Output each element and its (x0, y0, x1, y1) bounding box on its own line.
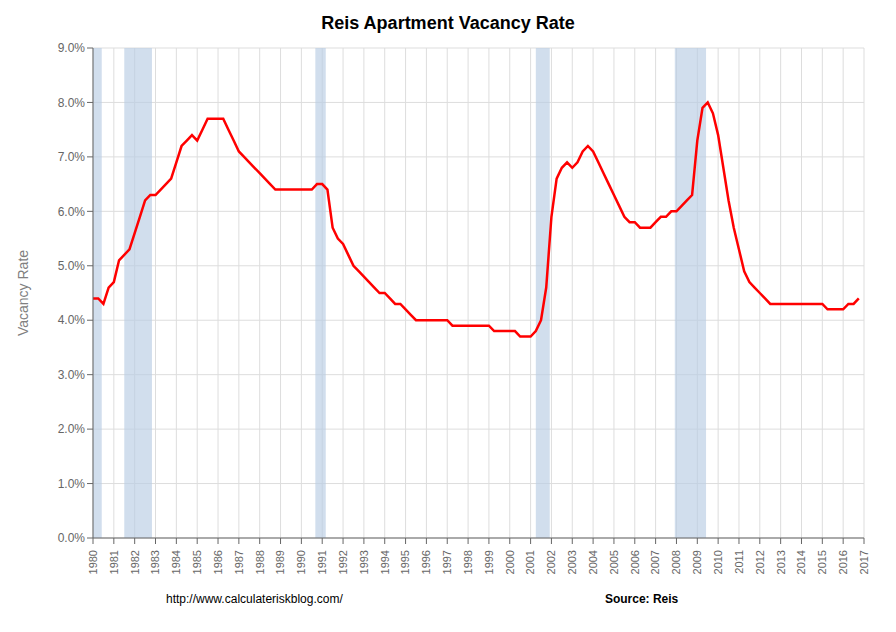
svg-text:2.0%: 2.0% (58, 422, 86, 436)
html-text:Source: Reis: Source: Reis (604, 592, 679, 606)
svg-text:1983: 1983 (149, 550, 161, 574)
svg-text:1996: 1996 (420, 550, 432, 574)
svg-text:2003: 2003 (566, 550, 578, 574)
svg-text:1984: 1984 (170, 550, 182, 574)
svg-text:1982: 1982 (129, 550, 141, 574)
svg-text:1988: 1988 (254, 550, 266, 574)
svg-text:2012: 2012 (754, 550, 766, 574)
svg-text:4.0%: 4.0% (58, 313, 86, 327)
svg-text:8.0%: 8.0% (58, 96, 86, 110)
svg-text:7.0%: 7.0% (58, 150, 86, 164)
svg-text:1990: 1990 (295, 550, 307, 574)
svg-text:5.0%: 5.0% (58, 259, 86, 273)
svg-text:2009: 2009 (691, 550, 703, 574)
svg-text:1.0%: 1.0% (58, 477, 86, 491)
svg-text:1994: 1994 (379, 550, 391, 574)
svg-text:2006: 2006 (629, 550, 641, 574)
svg-text:Vacancy Rate: Vacancy Rate (15, 250, 31, 336)
svg-text:1997: 1997 (441, 550, 453, 574)
svg-text:2013: 2013 (774, 550, 786, 574)
svg-text:1993: 1993 (358, 550, 370, 574)
svg-text:2004: 2004 (587, 550, 599, 574)
svg-text:2011: 2011 (733, 550, 745, 574)
svg-text:2000: 2000 (504, 550, 516, 574)
svg-text:2016: 2016 (837, 550, 849, 574)
svg-text:2010: 2010 (712, 550, 724, 574)
svg-text:9.0%: 9.0% (58, 41, 86, 55)
svg-text:0.0%: 0.0% (58, 531, 86, 545)
svg-text:2007: 2007 (649, 550, 661, 574)
svg-text:1989: 1989 (274, 550, 286, 574)
svg-text:1985: 1985 (191, 550, 203, 574)
svg-text:1999: 1999 (483, 550, 495, 574)
svg-text:1981: 1981 (108, 550, 120, 574)
svg-text:1980: 1980 (87, 550, 99, 574)
svg-text:2008: 2008 (670, 550, 682, 574)
svg-text:2017: 2017 (858, 550, 870, 574)
svg-text:1991: 1991 (316, 550, 328, 574)
html-text:http://www.calculateriskblog.c: http://www.calculateriskblog.com/ (166, 592, 343, 606)
svg-text:2001: 2001 (524, 550, 536, 574)
svg-text:3.0%: 3.0% (58, 368, 86, 382)
svg-text:2014: 2014 (795, 550, 807, 574)
svg-text:2005: 2005 (608, 550, 620, 574)
svg-text:1987: 1987 (233, 550, 245, 574)
svg-text:2015: 2015 (816, 550, 828, 574)
svg-text:2002: 2002 (545, 550, 557, 574)
svg-text:1992: 1992 (337, 550, 349, 574)
html-text:Reis Apartment Vacancy Rate: Reis Apartment Vacancy Rate (321, 13, 575, 33)
svg-text:6.0%: 6.0% (58, 205, 86, 219)
svg-text:1998: 1998 (462, 550, 474, 574)
svg-text:1986: 1986 (212, 550, 224, 574)
svg-text:1995: 1995 (399, 550, 411, 574)
